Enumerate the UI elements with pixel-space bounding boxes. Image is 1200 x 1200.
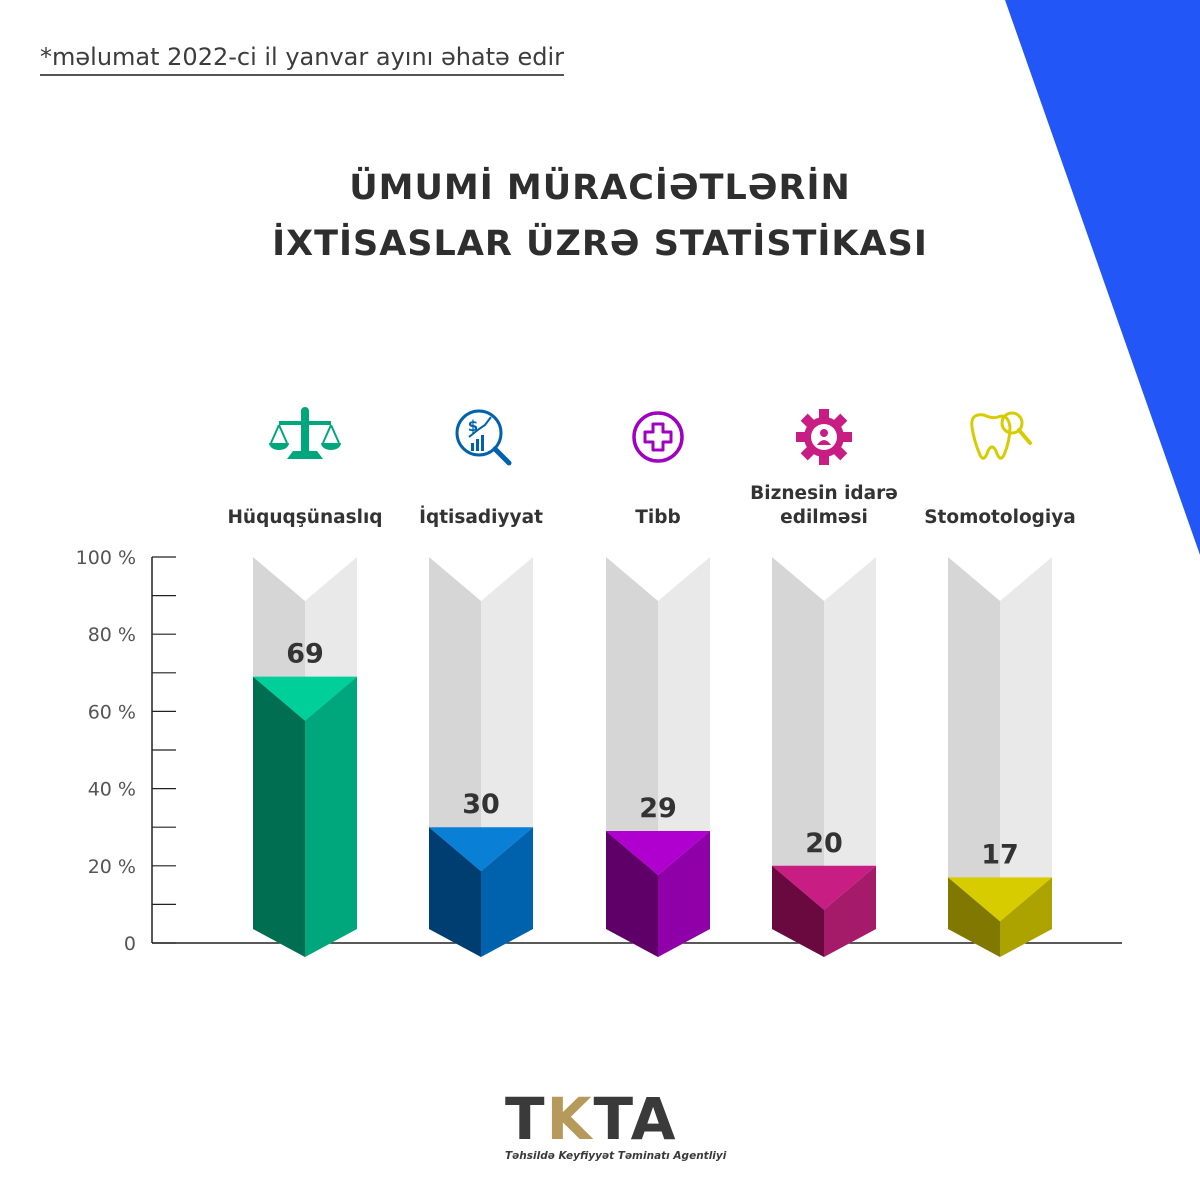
bar-fill-left <box>429 827 481 957</box>
category-label: İqtisadiyyat <box>419 506 543 528</box>
y-tick-label: 80 % <box>88 624 136 646</box>
scales-of-justice-icon <box>269 407 341 459</box>
category-label: Hüquqşünaslıq <box>227 507 382 528</box>
y-tick-label: 0 <box>124 933 136 955</box>
bar-fill-left <box>606 831 658 957</box>
bar-chart: 0 20 % 40 % 60 % 80 % 100 % 69 Hüquqşünaslıq 30… <box>76 407 1122 957</box>
logo-subtitle: Təhsildə Keyfiyyət Təminatı Agentliyi <box>505 1150 727 1162</box>
bar-top-face <box>429 827 533 872</box>
bar-background-right <box>1000 557 1052 957</box>
bar-top-face <box>772 865 876 910</box>
y-tick-label: 60 % <box>88 701 136 723</box>
date-coverage-note: *məlumat 2022-ci il yanvar ayını əhatə e… <box>40 42 564 76</box>
bar-value-label: 20 <box>805 828 843 859</box>
business-gear-person-icon <box>796 409 852 465</box>
bar-fill-left <box>253 676 305 957</box>
y-tick-label: 20 % <box>88 856 136 878</box>
y-tick-label: 100 % <box>76 547 136 569</box>
bar-group: 69 Hüquqşünaslıq <box>227 507 383 957</box>
bar-value-label: 29 <box>639 793 677 824</box>
bar-top-face <box>948 877 1052 922</box>
bar-fill-left <box>948 877 1000 957</box>
bar-fill-right <box>481 827 533 957</box>
bar-group: 29 Tibb <box>606 507 710 957</box>
page-title: ÜMUMİ MÜRACİƏTLƏRİN İXTİSASLAR ÜZRƏ STAT… <box>0 160 1200 272</box>
svg-text:$: $ <box>468 417 478 435</box>
tkta-logo: TKTA Təhsildə Keyfiyyət Təminatı Agentli… <box>505 1085 727 1162</box>
bar-fill-right <box>658 831 710 957</box>
bar-value-label: 17 <box>981 839 1019 870</box>
bar-background-left <box>948 557 1000 957</box>
category-label: Stomotologiya <box>924 507 1076 528</box>
bar-top-face <box>606 831 710 876</box>
bar-fill-right <box>305 676 357 957</box>
bar-fill-right <box>824 865 876 957</box>
dollar-growth-magnifier-icon: $ <box>455 409 512 466</box>
bar-group: 30 İqtisadiyyat <box>419 506 543 957</box>
title-line-1: ÜMUMİ MÜRACİƏTLƏRİN <box>349 168 851 208</box>
bar-value-label: 30 <box>462 789 500 820</box>
logo-mark: TKTA <box>505 1085 678 1153</box>
category-label: Tibb <box>635 507 680 528</box>
bar-fill-left <box>772 865 824 957</box>
bar-group: 20 Biznesin idarə edilməsi <box>750 483 898 957</box>
y-tick-label: 40 % <box>88 779 136 801</box>
category-label: Biznesin idarə <box>750 483 898 504</box>
medical-cross-icon <box>632 411 684 463</box>
tooth-magnifier-icon <box>970 411 1032 460</box>
bar-background-right <box>824 557 876 957</box>
title-line-2: İXTİSASLAR ÜZRƏ STATİSTİKASI <box>272 224 928 264</box>
category-label: edilməsi <box>780 507 868 528</box>
bar-group: 17 Stomotologiya <box>924 507 1076 957</box>
bar-fill-right <box>1000 877 1052 957</box>
bar-top-face <box>253 676 357 721</box>
bar-background-left <box>772 557 824 957</box>
bar-value-label: 69 <box>286 639 324 670</box>
